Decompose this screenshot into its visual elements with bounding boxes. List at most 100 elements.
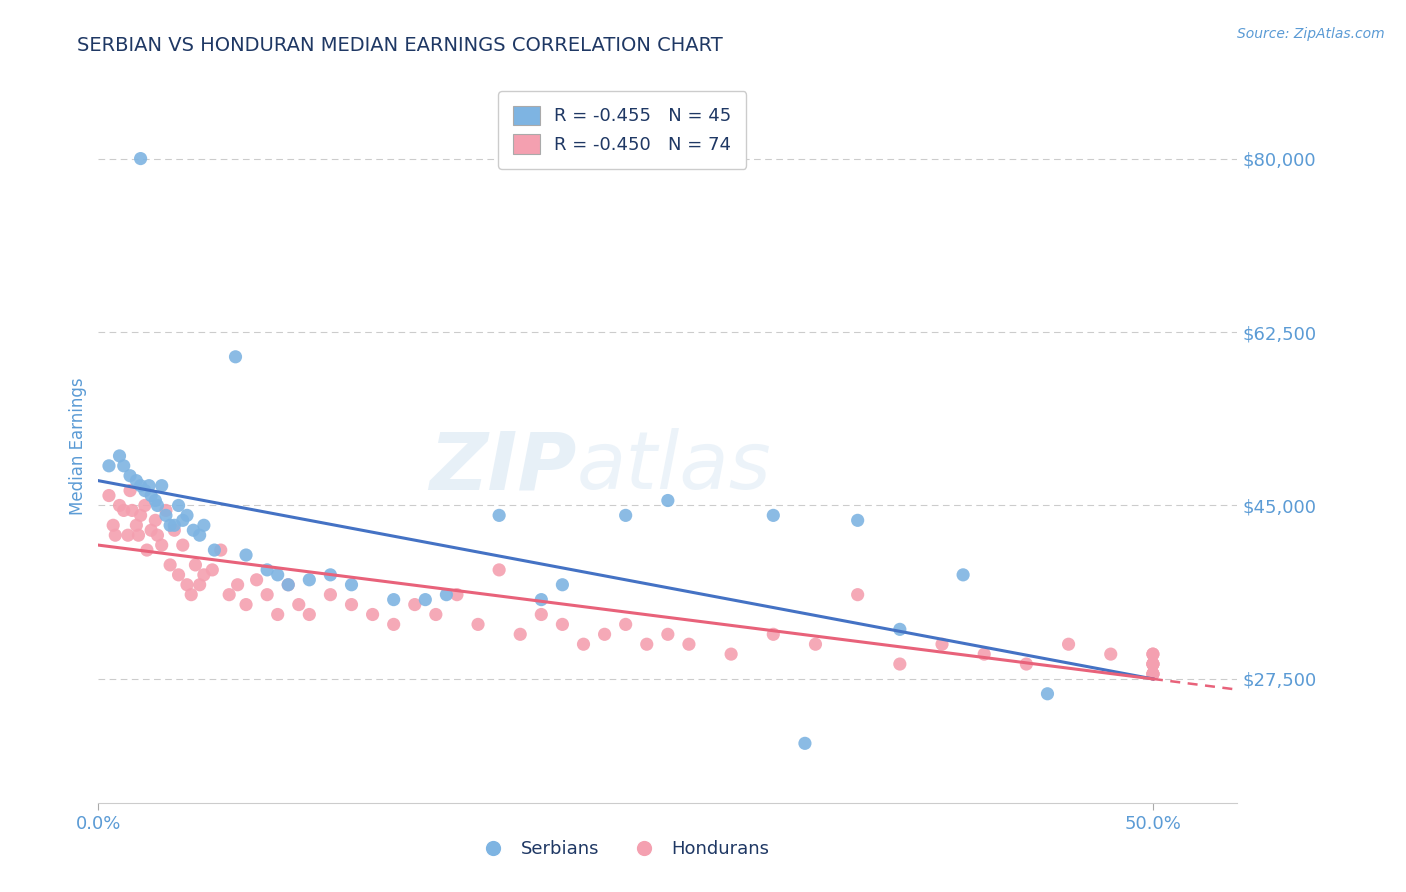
Point [201, 563, 224, 577]
Point [530, 607, 553, 622]
Point [846, 513, 869, 527]
Point [340, 598, 363, 612]
Text: SERBIAN VS HONDURAN MEDIAN EARNINGS CORRELATION CHART: SERBIAN VS HONDURAN MEDIAN EARNINGS CORR… [77, 36, 723, 54]
Point [804, 637, 827, 651]
Point [225, 350, 247, 364]
Point [1142, 657, 1164, 671]
Point [150, 538, 173, 552]
Point [614, 508, 637, 523]
Point [167, 499, 190, 513]
Point [180, 588, 202, 602]
Point [159, 558, 181, 572]
Point [846, 588, 869, 602]
Point [1142, 667, 1164, 681]
Point [163, 523, 186, 537]
Point [183, 523, 205, 537]
Point [188, 528, 211, 542]
Point [551, 578, 574, 592]
Text: atlas: atlas [576, 428, 772, 507]
Point [425, 607, 447, 622]
Point [593, 627, 616, 641]
Point [319, 588, 342, 602]
Point [793, 736, 815, 750]
Point [226, 578, 249, 592]
Point [446, 588, 468, 602]
Point [193, 518, 215, 533]
Point [155, 508, 177, 523]
Point [277, 578, 299, 592]
Point [509, 627, 531, 641]
Point [134, 499, 156, 513]
Point [125, 474, 148, 488]
Point [141, 489, 163, 503]
Point [1036, 687, 1059, 701]
Point [172, 538, 194, 552]
Point [1142, 667, 1164, 681]
Point [172, 513, 194, 527]
Point [298, 573, 321, 587]
Point [256, 563, 278, 577]
Point [889, 657, 911, 671]
Point [120, 468, 141, 483]
Point [1015, 657, 1038, 671]
Point [488, 563, 510, 577]
Point [488, 508, 510, 523]
Point [209, 543, 232, 558]
Point [146, 528, 169, 542]
Point [141, 523, 163, 537]
Point [150, 478, 173, 492]
Point [1099, 647, 1122, 661]
Point [159, 518, 181, 533]
Point [125, 518, 148, 533]
Point [98, 458, 121, 473]
Point [136, 543, 159, 558]
Point [98, 489, 121, 503]
Point [678, 637, 700, 651]
Point [382, 617, 405, 632]
Point [121, 503, 143, 517]
Point [235, 548, 257, 562]
Point [973, 647, 995, 661]
Point [188, 578, 211, 592]
Point [762, 627, 785, 641]
Point [436, 588, 458, 602]
Point [235, 598, 257, 612]
Point [145, 493, 166, 508]
Point [129, 478, 152, 492]
Point [128, 528, 150, 542]
Point [1142, 647, 1164, 661]
Point [267, 567, 290, 582]
Point [1142, 647, 1164, 661]
Point [146, 499, 169, 513]
Point [636, 637, 658, 651]
Point [1057, 637, 1080, 651]
Point [404, 598, 426, 612]
Point [218, 588, 240, 602]
Point [1142, 667, 1164, 681]
Point [931, 637, 953, 651]
Point [657, 627, 679, 641]
Text: ZIP: ZIP [429, 428, 576, 507]
Point [889, 623, 911, 637]
Point [267, 607, 290, 622]
Point [155, 503, 177, 517]
Point [108, 499, 131, 513]
Point [614, 617, 637, 632]
Text: Source: ZipAtlas.com: Source: ZipAtlas.com [1237, 27, 1385, 41]
Point [277, 578, 299, 592]
Point [1142, 657, 1164, 671]
Point [762, 508, 785, 523]
Point [120, 483, 141, 498]
Point [413, 592, 436, 607]
Point [145, 513, 166, 527]
Point [193, 567, 215, 582]
Point [720, 647, 742, 661]
Point [572, 637, 595, 651]
Point [112, 503, 135, 517]
Point [298, 607, 321, 622]
Point [551, 617, 574, 632]
Point [112, 458, 135, 473]
Point [382, 592, 405, 607]
Point [204, 543, 226, 558]
Point [104, 528, 127, 542]
